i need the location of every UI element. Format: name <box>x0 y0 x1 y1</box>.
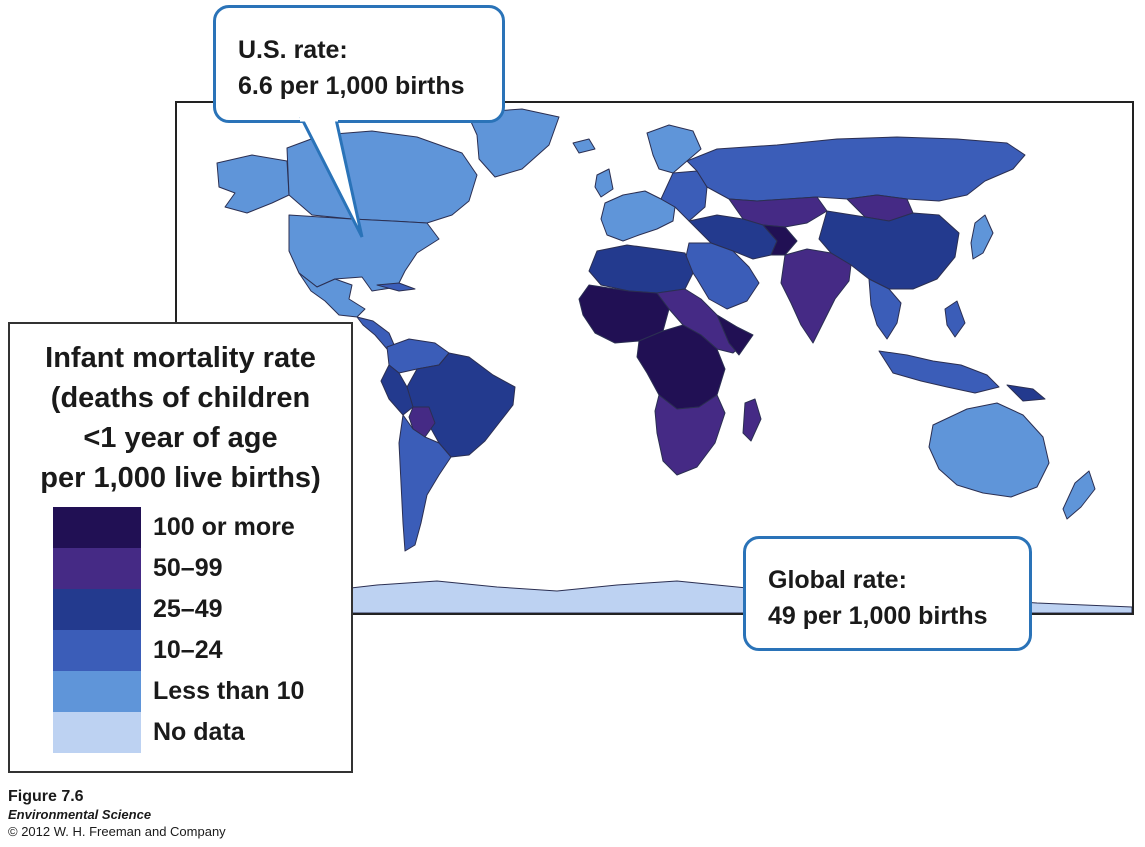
region-indonesia <box>878 350 1000 394</box>
legend-label: 10–24 <box>153 636 223 664</box>
copyright-text: © 2012 W. H. Freeman and Company <box>8 824 226 839</box>
legend-label: Less than 10 <box>153 677 305 705</box>
region-mexico <box>298 272 366 318</box>
legend-label: 25–49 <box>153 595 223 623</box>
global-rate-callout: Global rate: 49 per 1,000 births <box>743 536 1032 651</box>
region-madagascar <box>742 398 762 442</box>
legend-swatch <box>53 630 141 671</box>
legend-label: 50–99 <box>153 554 223 582</box>
book-title: Environmental Science <box>8 807 152 822</box>
legend-swatch <box>53 507 141 548</box>
legend-title-line: (deaths of children <box>50 382 311 414</box>
region-southern-cone <box>398 414 452 552</box>
region-alaska <box>216 154 290 214</box>
legend-title: Infant mortality rate (deaths of childre… <box>10 338 351 498</box>
legend-label: 100 or more <box>153 513 295 541</box>
region-peru <box>380 364 414 416</box>
region-southern-africa <box>654 394 726 476</box>
global-rate-value: 49 per 1,000 births <box>768 602 988 630</box>
world-map-svg <box>177 108 1132 613</box>
legend-title-line: Infant mortality rate <box>45 342 316 374</box>
legend-title-line: per 1,000 live births) <box>40 462 321 494</box>
legend-label: No data <box>153 718 245 746</box>
region-greenland <box>466 108 560 178</box>
legend-title-line: <1 year of age <box>83 422 278 454</box>
legend-swatch <box>53 671 141 712</box>
region-philippines <box>944 300 966 338</box>
region-southeast-asia <box>868 278 902 340</box>
region-western-europe <box>600 190 676 242</box>
us-rate-value: 6.6 per 1,000 births <box>238 72 465 100</box>
region-new-zealand <box>1062 470 1096 520</box>
region-uk <box>594 168 614 198</box>
region-iceland <box>572 138 596 154</box>
region-india <box>780 248 852 344</box>
legend: Infant mortality rate (deaths of childre… <box>8 322 353 773</box>
global-rate-label: Global rate: <box>768 566 907 594</box>
region-australia <box>928 402 1050 498</box>
region-papua <box>1006 384 1046 402</box>
region-cuba <box>376 282 416 292</box>
legend-swatch <box>53 548 141 589</box>
figure-caption: Figure 7.6 Environmental Science © 2012 … <box>8 787 226 840</box>
region-japan <box>970 214 994 260</box>
figure-number: Figure 7.6 <box>8 788 84 805</box>
us-rate-label: U.S. rate: <box>238 36 348 64</box>
us-rate-callout: U.S. rate: 6.6 per 1,000 births <box>213 5 505 123</box>
legend-swatch <box>53 589 141 630</box>
legend-swatch <box>53 712 141 753</box>
region-horn-of-africa <box>716 314 754 356</box>
